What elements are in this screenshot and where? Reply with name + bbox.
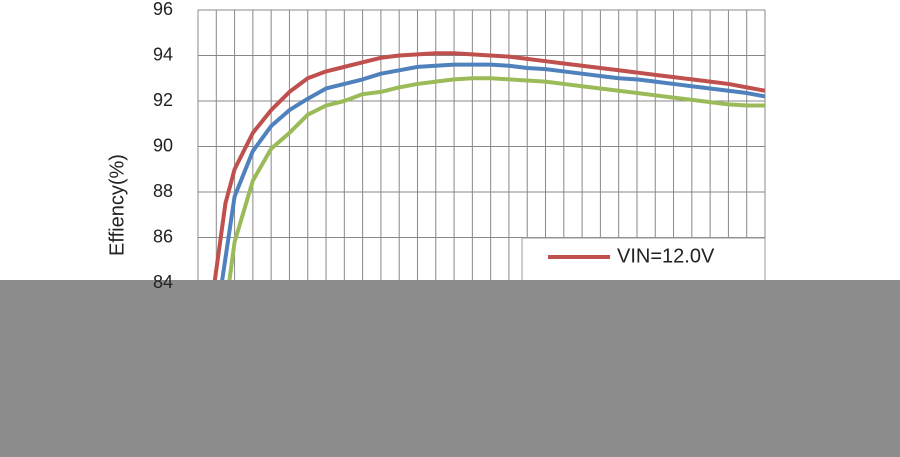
- series-line: [212, 51, 766, 284]
- series-line: [219, 62, 766, 284]
- y-tick-label: 94: [153, 44, 173, 64]
- y-tick-label: 96: [153, 0, 173, 19]
- y-tick-label: 84: [153, 272, 173, 292]
- overlay: [0, 280, 900, 457]
- lines: [212, 51, 766, 284]
- legend-label: VIN=12.0V: [617, 245, 715, 267]
- y-tick-label: 86: [153, 226, 173, 246]
- y-tick-label: 88: [153, 181, 173, 201]
- y-axis-label: Effiency(%): [106, 154, 128, 256]
- series-line: [227, 76, 765, 284]
- y-tick-label: 92: [153, 90, 173, 110]
- y-tick-label: 90: [153, 135, 173, 155]
